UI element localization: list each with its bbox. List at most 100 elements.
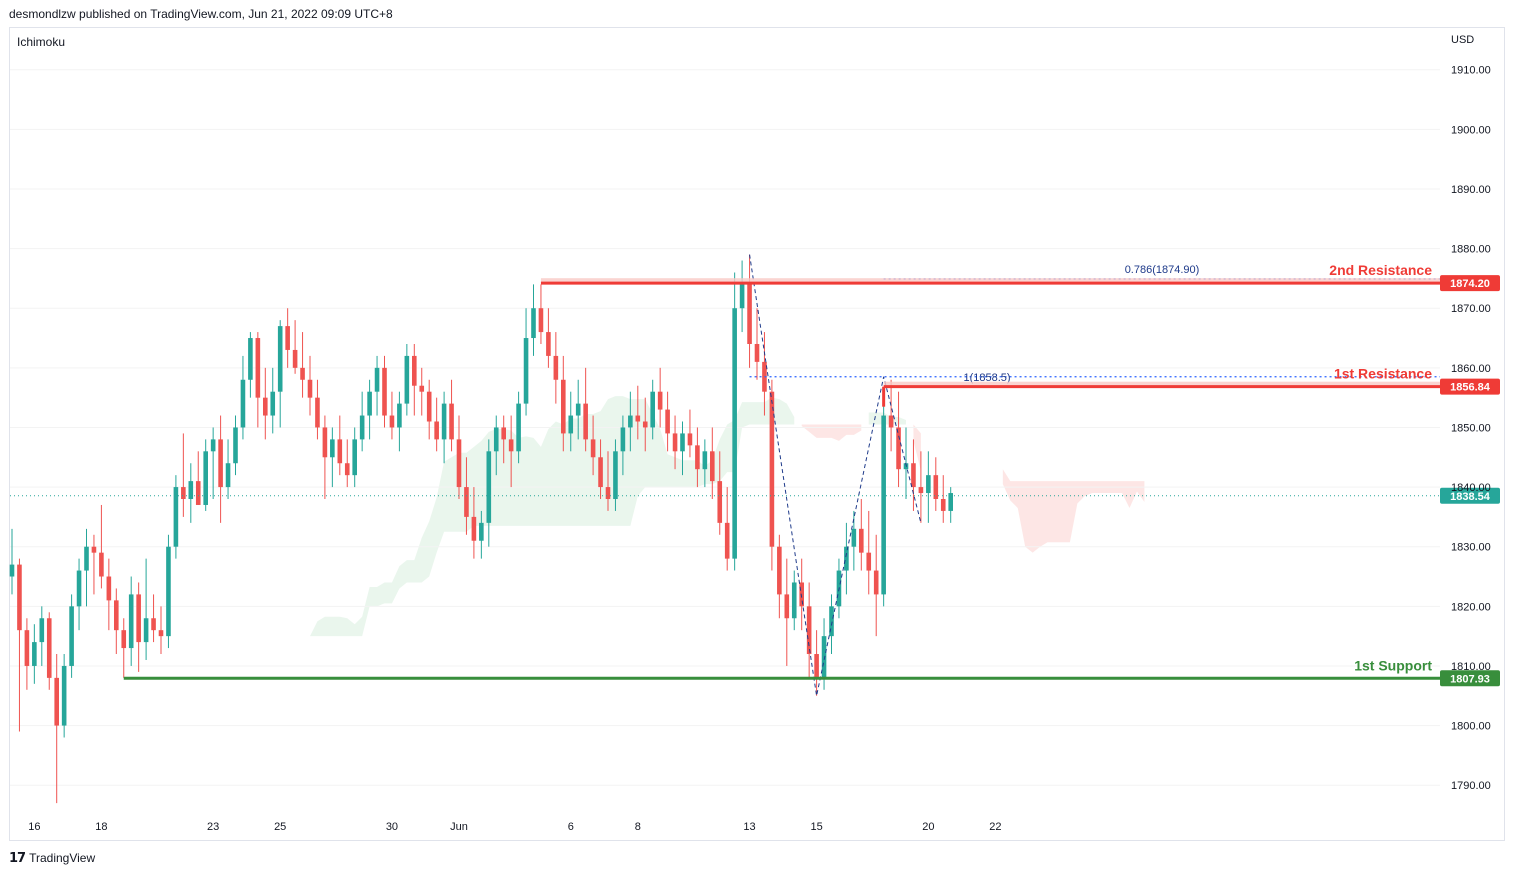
candle: [367, 379, 372, 440]
candle: [873, 534, 879, 637]
candle-body: [426, 391, 432, 422]
candle-body: [404, 355, 410, 404]
time-axis: 16 18 23 25 30 Jun 6 8 13 15 20 22: [28, 821, 1001, 833]
candle-body: [791, 582, 797, 619]
candle-body: [747, 284, 752, 344]
candle-body: [166, 546, 171, 637]
candle: [747, 254, 752, 368]
candle: [397, 391, 402, 452]
candle: [32, 624, 37, 684]
candle-body: [91, 546, 97, 553]
support-resistance-levels: 0.786(1874.90) 1(1858.5) 2nd Resistance 187…: [10, 254, 1500, 696]
harmonic-pattern-line: [749, 254, 922, 696]
candle: [218, 415, 223, 523]
candle: [449, 379, 454, 452]
candle: [46, 612, 52, 690]
candle: [166, 534, 171, 649]
candle-body: [873, 570, 879, 595]
candle: [710, 427, 715, 500]
candle-body: [672, 433, 678, 452]
candle: [762, 332, 767, 416]
candle-body: [225, 463, 231, 488]
candle: [188, 463, 194, 523]
current-price-text: 1838.54: [1450, 491, 1491, 503]
candle-body: [561, 379, 566, 434]
candle-body: [724, 522, 730, 559]
candle: [84, 528, 89, 607]
candle: [374, 355, 380, 416]
candle-body: [69, 606, 74, 666]
candle: [233, 415, 238, 476]
candle: [128, 576, 134, 666]
candle: [657, 367, 663, 428]
candle-body: [188, 481, 194, 500]
candle: [389, 391, 395, 440]
candle-body: [650, 391, 655, 428]
candle-body: [382, 367, 387, 416]
candlestick-series: [9, 254, 953, 804]
y-tick-label: 1870.00: [1451, 303, 1491, 315]
y-tick-label: 1840.00: [1451, 482, 1491, 494]
candle-body: [46, 618, 52, 678]
candle: [583, 367, 588, 452]
candle-body: [628, 415, 633, 428]
candle-body: [17, 564, 22, 631]
level-name-label: 2nd Resistance: [1329, 262, 1432, 278]
candle: [739, 260, 745, 333]
tradingview-logo[interactable]: 𝟭𝟳 TradingView: [9, 850, 95, 866]
candle: [948, 487, 953, 523]
ichimoku-cloud-segment-6: [928, 421, 996, 452]
candle-body: [352, 439, 357, 476]
candle: [203, 439, 208, 511]
candle: [732, 272, 737, 571]
candle-body: [441, 403, 447, 440]
chart-frame[interactable]: [9, 27, 1505, 841]
candle: [270, 367, 276, 434]
candle: [844, 522, 849, 595]
candle-body: [471, 516, 477, 541]
candle-body: [583, 403, 588, 440]
candle-body: [546, 332, 551, 356]
candle: [501, 415, 506, 464]
candle: [769, 379, 775, 571]
candle: [791, 570, 797, 631]
candle-body: [39, 618, 45, 643]
candle-body: [508, 439, 514, 452]
y-tick-label: 1880.00: [1451, 244, 1491, 256]
candle-body: [54, 677, 59, 726]
candle-body: [292, 349, 298, 368]
resistance-zone: [883, 381, 1440, 387]
price-grid: [10, 69, 1440, 786]
candle-body: [255, 338, 261, 398]
candle: [896, 391, 901, 488]
candle-body: [322, 427, 328, 458]
candle: [508, 415, 514, 488]
x-tick-label: 6: [568, 821, 574, 833]
candle: [859, 499, 864, 571]
level-name-label: 1st Support: [1354, 657, 1432, 673]
candle-body: [881, 415, 886, 595]
candle-body: [739, 284, 745, 309]
candle: [277, 320, 283, 428]
candle: [784, 558, 790, 666]
candle-body: [657, 391, 663, 410]
candle-body: [240, 379, 246, 428]
y-tick-label: 1800.00: [1451, 721, 1491, 733]
candle: [195, 451, 201, 505]
candle-body: [233, 427, 238, 464]
indicator-label[interactable]: Ichimoku: [17, 35, 66, 49]
publisher-header: desmondlzw published on TradingView.com,…: [9, 7, 393, 21]
candle: [493, 415, 499, 476]
candle-body: [367, 391, 372, 416]
candle-body: [866, 552, 872, 571]
y-tick-label: 1860.00: [1451, 363, 1491, 375]
candle: [359, 391, 365, 452]
candle-body: [806, 606, 812, 655]
candle: [642, 397, 648, 452]
candle-body: [412, 355, 417, 386]
candle: [181, 433, 186, 517]
candle: [337, 415, 343, 476]
level-price-text: 1874.20: [1450, 278, 1490, 290]
candle: [225, 439, 231, 500]
